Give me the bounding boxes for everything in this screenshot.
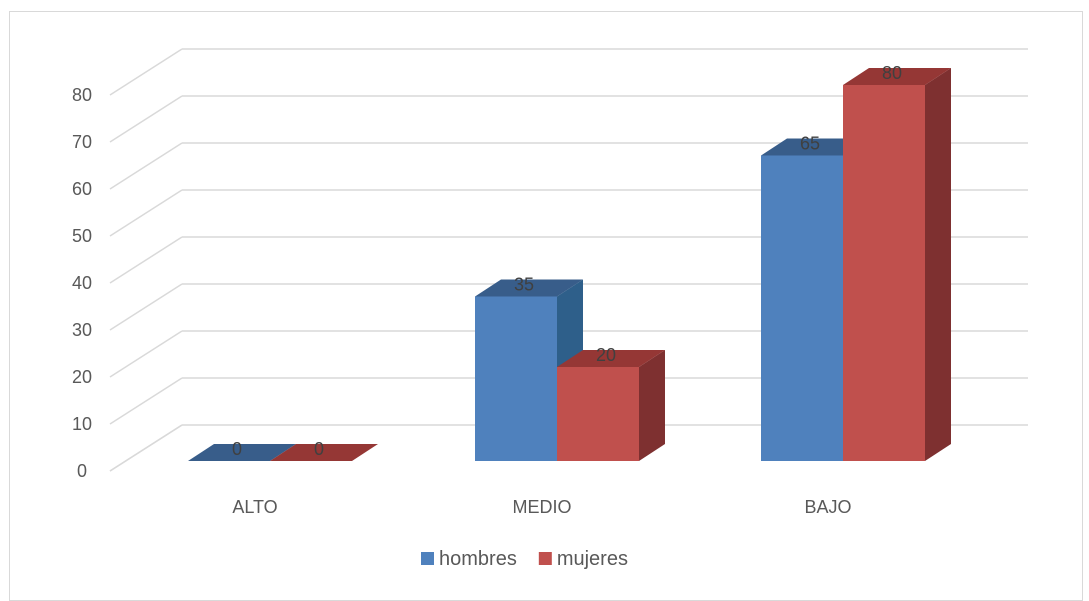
- bar-front-face: [557, 367, 639, 461]
- x-tick-label: BAJO: [804, 497, 851, 517]
- bar-top-face: [270, 444, 378, 461]
- bar-front-face: [475, 296, 557, 461]
- y-tick-label: 10: [72, 414, 92, 434]
- bar-top-face: [475, 279, 583, 297]
- data-label: 35: [514, 275, 534, 295]
- data-label: 0: [232, 439, 242, 459]
- legend-label: hombres: [439, 548, 517, 570]
- gridline: [109, 48, 1028, 96]
- y-tick-label: 60: [72, 179, 92, 199]
- x-tick-label: ALTO: [232, 497, 277, 517]
- bar-hombres-alto: [188, 444, 296, 461]
- data-label: 0: [314, 439, 324, 459]
- y-tick-label: 70: [72, 132, 92, 152]
- x-tick-label: MEDIO: [512, 497, 571, 517]
- bars: [188, 68, 951, 461]
- x-axis: ALTO MEDIO BAJO: [232, 497, 851, 517]
- data-labels: 0 0 35 20 65 80: [232, 63, 902, 459]
- legend-entry-hombres: hombres: [421, 548, 517, 570]
- y-tick-label: 0: [77, 461, 87, 481]
- bar-mujeres-alto: [270, 444, 378, 461]
- legend-swatch: [421, 552, 434, 565]
- bar-mujeres-bajo: [843, 68, 951, 461]
- y-tick-label: 40: [72, 273, 92, 293]
- legend-entry-mujeres: mujeres: [538, 548, 628, 570]
- bar-mujeres-medio: [557, 350, 665, 461]
- data-label: 65: [800, 134, 820, 154]
- y-tick-label: 20: [72, 367, 92, 387]
- legend: hombres mujeres: [421, 548, 628, 570]
- legend-label: mujeres: [557, 548, 628, 570]
- y-tick-label: 80: [72, 85, 92, 105]
- bar-top-face: [188, 444, 296, 461]
- bar-top-face: [761, 138, 869, 156]
- bar-side-face: [925, 68, 951, 461]
- bar-side-face: [639, 350, 665, 461]
- data-label: 20: [596, 345, 616, 365]
- bar-front-face: [761, 155, 843, 461]
- legend-swatch: [538, 552, 552, 565]
- y-tick-label: 50: [72, 226, 92, 246]
- bar-top-face: [557, 350, 665, 367]
- bar-front-face: [843, 85, 925, 461]
- y-tick-label: 30: [72, 320, 92, 340]
- y-axis: 0 10 20 30 40 50 60 70 80: [72, 85, 92, 481]
- bar-top-face: [843, 68, 951, 85]
- data-label: 80: [882, 63, 902, 83]
